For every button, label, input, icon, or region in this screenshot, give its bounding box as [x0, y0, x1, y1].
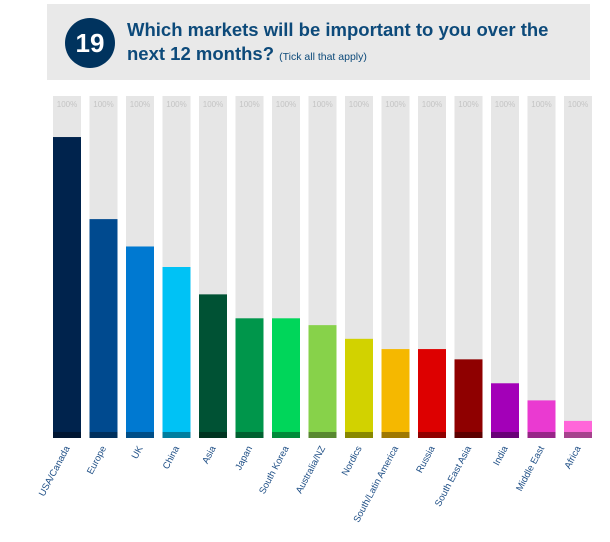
category-label-12: India: [491, 444, 511, 468]
bar-max-label-4: 100%: [203, 100, 223, 109]
bar-max-label-13: 100%: [531, 100, 551, 109]
question-title: Which markets will be important to you o…: [127, 19, 549, 64]
bar-3: [162, 267, 191, 438]
bar-base-strip-11: [454, 432, 483, 438]
bar-6: [272, 318, 300, 438]
bar-5: [235, 318, 264, 438]
category-label-3: China: [161, 444, 183, 472]
bar-14: [564, 420, 592, 438]
category-label-11: South East Asia: [433, 444, 475, 509]
bar-8: [345, 338, 373, 438]
bar-max-label-0: 100%: [57, 100, 77, 109]
bar-max-label-11: 100%: [458, 100, 478, 109]
question-number-badge: 19: [65, 18, 115, 68]
bar-12: [491, 383, 519, 438]
bar-max-label-6: 100%: [276, 100, 296, 109]
bar-max-label-3: 100%: [166, 100, 186, 109]
bar-max-label-2: 100%: [130, 100, 150, 109]
category-label-8: Nordics: [340, 444, 365, 478]
category-label-14: Africa: [563, 444, 584, 471]
bar-max-label-5: 100%: [239, 100, 259, 109]
question-header: 19 Which markets will be important to yo…: [47, 4, 590, 80]
question-text: Which markets will be important to you o…: [127, 18, 567, 69]
bar-max-label-12: 100%: [495, 100, 515, 109]
bar-base-strip-12: [491, 432, 519, 438]
category-label-4: Asia: [200, 444, 219, 466]
bar-base-strip-6: [272, 432, 300, 438]
bar-7: [308, 325, 337, 438]
bar-base-strip-7: [308, 432, 337, 438]
bar-base-strip-0: [53, 432, 81, 438]
category-label-6: South Korea: [257, 444, 292, 496]
category-label-13: Middle East: [514, 444, 547, 493]
bar-11: [454, 359, 483, 438]
bar-base-strip-1: [89, 432, 118, 438]
bar-base-strip-3: [162, 432, 191, 438]
bar-base-strip-8: [345, 432, 373, 438]
bar-base-strip-9: [381, 432, 410, 438]
question-note: (Tick all that apply): [279, 51, 367, 63]
category-label-5: Japan: [233, 444, 255, 472]
bar-0: [53, 137, 81, 439]
bar-background-14: [564, 96, 592, 438]
bar-2: [126, 246, 154, 438]
category-label-0: USA/Canada: [37, 444, 73, 499]
bar-background-12: [491, 96, 519, 438]
bar-max-label-14: 100%: [568, 100, 588, 109]
bar-10: [418, 349, 446, 438]
bar-1: [89, 219, 118, 438]
bar-max-label-9: 100%: [385, 100, 405, 109]
bar-4: [199, 294, 227, 438]
bar-9: [381, 349, 410, 438]
category-label-7: Australia/NZ: [294, 444, 328, 495]
bar-13: [527, 400, 556, 438]
bar-base-strip-2: [126, 432, 154, 438]
bar-base-strip-5: [235, 432, 264, 438]
bar-background-13: [527, 96, 556, 438]
bar-base-strip-4: [199, 432, 227, 438]
bar-base-strip-13: [527, 432, 556, 438]
bar-max-label-8: 100%: [349, 100, 369, 109]
bar-base-strip-14: [564, 432, 592, 438]
bar-max-label-7: 100%: [312, 100, 332, 109]
category-label-2: UK: [130, 444, 146, 461]
category-label-1: Europe: [85, 444, 109, 476]
bar-max-label-1: 100%: [93, 100, 113, 109]
category-label-10: Russia: [414, 444, 438, 475]
bar-max-label-10: 100%: [422, 100, 442, 109]
bar-base-strip-10: [418, 432, 446, 438]
